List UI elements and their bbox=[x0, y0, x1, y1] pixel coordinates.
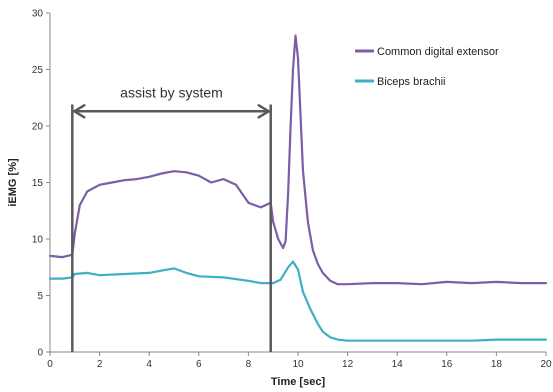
y-tick-label: 15 bbox=[32, 178, 44, 189]
assist-arrow-left-head bbox=[73, 104, 86, 119]
y-tick-label: 10 bbox=[32, 235, 44, 246]
y-tick-label: 20 bbox=[32, 122, 44, 133]
assist-arrow-right-head bbox=[257, 104, 270, 119]
y-axis-label: iEMG [%] bbox=[7, 158, 19, 207]
y-tick-label: 0 bbox=[37, 348, 43, 359]
y-tick-label: 30 bbox=[32, 9, 44, 20]
x-tick-label: 14 bbox=[392, 359, 404, 370]
y-tick-label: 5 bbox=[37, 291, 43, 302]
x-tick-label: 20 bbox=[540, 359, 552, 370]
y-tick-label: 25 bbox=[32, 65, 44, 76]
series-layer bbox=[48, 34, 548, 342]
legend-label-1: Biceps brachii bbox=[377, 76, 445, 88]
legend-label-0: Common digital extensor bbox=[377, 46, 499, 58]
x-axis-label: Time [sec] bbox=[271, 376, 326, 388]
x-tick-label: 0 bbox=[47, 359, 53, 370]
annotation-layer: assist by system bbox=[71, 84, 272, 352]
legend: Common digital extensor Biceps brachii bbox=[355, 46, 499, 88]
x-tick-label: 2 bbox=[97, 359, 103, 370]
x-tick-label: 6 bbox=[196, 359, 202, 370]
x-tick-label: 12 bbox=[342, 359, 354, 370]
x-tick-label: 4 bbox=[146, 359, 152, 370]
x-tick-label: 18 bbox=[491, 359, 503, 370]
axes-layer: 0 2 4 6 8 10 12 14 16 18 20 0 5 10 15 20 25 30 bbox=[32, 9, 552, 371]
x-tick-label: 16 bbox=[441, 359, 453, 370]
x-tick-label: 10 bbox=[292, 359, 304, 370]
assist-label: assist by system bbox=[120, 84, 223, 100]
x-tick-label: 8 bbox=[246, 359, 252, 370]
series-line-1 bbox=[48, 260, 548, 342]
series-line-0 bbox=[48, 34, 548, 286]
